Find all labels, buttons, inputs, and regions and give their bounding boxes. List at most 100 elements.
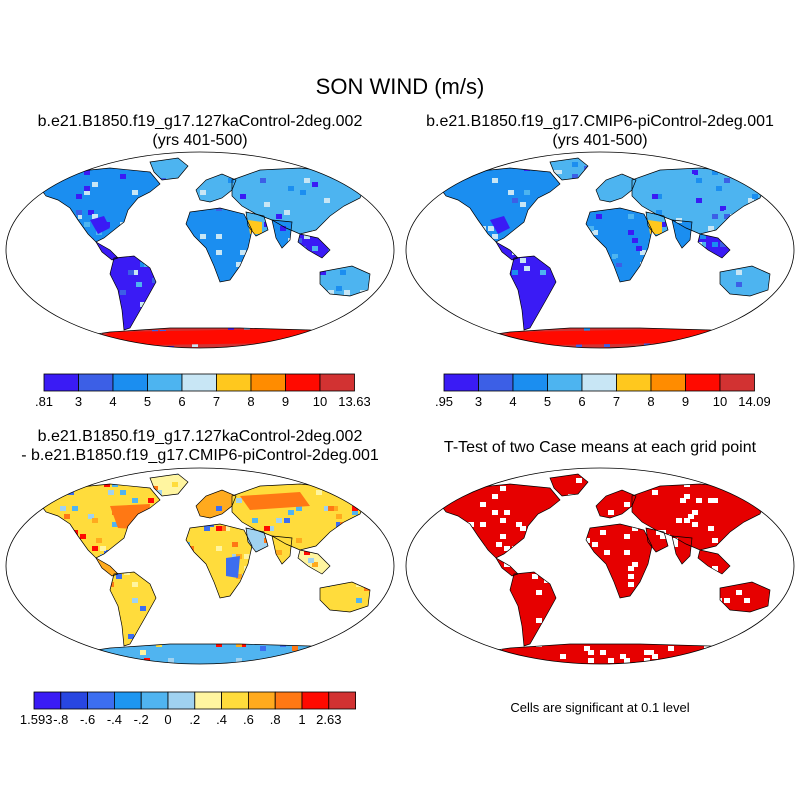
- map-cell: [12, 330, 18, 335]
- map-cell: [720, 242, 726, 247]
- map-cell: [20, 530, 26, 535]
- map-cell: [192, 494, 198, 499]
- map-cell: [32, 222, 38, 227]
- map-cell: [672, 606, 678, 611]
- map-cell: [428, 642, 434, 647]
- map-cell: [692, 558, 698, 563]
- map-cell: [792, 470, 798, 475]
- map-cell: [128, 634, 134, 639]
- map-cell: [76, 662, 82, 664]
- map-cell: [204, 526, 210, 531]
- map-cell: [16, 198, 22, 203]
- map-cell: [732, 570, 738, 575]
- map-cell: [588, 614, 594, 619]
- map-cell: [108, 302, 114, 307]
- map-cell: [16, 570, 22, 575]
- map-cell: [76, 546, 82, 551]
- map-cell: [156, 490, 162, 495]
- map-cell: [84, 170, 90, 175]
- map-cell: [64, 514, 70, 519]
- colorbar-label: 5: [544, 394, 551, 409]
- colorbar-label: 4: [109, 394, 116, 409]
- map-cell: [492, 178, 498, 183]
- map-cell: [60, 278, 66, 283]
- map-cell: [84, 222, 90, 227]
- map-cell: [292, 314, 298, 319]
- map-cell: [504, 322, 510, 327]
- panel-1-title-line2: (yrs 401-500): [152, 132, 248, 149]
- map-cell: [224, 158, 230, 159]
- map-cell: [440, 474, 442, 475]
- map-cell: [776, 490, 782, 495]
- map-cell: [110, 572, 156, 646]
- map-cell: [740, 330, 746, 335]
- map-cell: [200, 286, 206, 291]
- map-cell: [432, 174, 438, 179]
- map-cell: [376, 538, 382, 543]
- map-cell: [732, 570, 738, 575]
- map-cell: [360, 630, 366, 635]
- map-cell: [280, 642, 286, 647]
- map-cell: [332, 578, 338, 583]
- map-cell: [439, 483, 561, 559]
- map-cell: [384, 266, 390, 271]
- map-cell: [186, 208, 252, 282]
- colorbar-label: 10: [713, 394, 727, 409]
- map-cell: [724, 550, 730, 555]
- map-cell: [200, 234, 206, 239]
- map-cell: [4, 154, 10, 159]
- map-cell: [16, 470, 22, 475]
- map-cell: [476, 182, 482, 187]
- map-cell: [140, 650, 146, 655]
- map-cell: [764, 614, 770, 619]
- map-cell: [792, 634, 798, 639]
- map-cell: [680, 602, 686, 607]
- map-cell: [549, 157, 589, 181]
- map-cell: [348, 206, 354, 211]
- map-cell: [128, 246, 134, 251]
- map-cell: [432, 638, 438, 643]
- map-cell: [608, 202, 614, 207]
- map-cell: [156, 578, 162, 583]
- map-cell: [40, 634, 42, 639]
- map-cell: [168, 538, 174, 543]
- map-cell: [292, 594, 298, 599]
- map-cell: [652, 490, 658, 495]
- map-cell: [572, 174, 578, 179]
- map-cell: [588, 650, 594, 655]
- map-cell: [68, 282, 74, 287]
- colorbar-box: [512, 373, 548, 392]
- map-cell: [364, 534, 370, 539]
- map-cell: [20, 474, 26, 479]
- map-cell: [672, 290, 678, 295]
- map-cell: [128, 234, 134, 239]
- map-cell: [40, 266, 42, 271]
- map-cell: [208, 190, 214, 195]
- map-cell: [440, 526, 446, 531]
- map-cell: [108, 282, 114, 287]
- map-cell: [596, 214, 602, 219]
- map-cell: [296, 538, 302, 543]
- map-cell: [184, 262, 190, 267]
- map-cell: [644, 294, 650, 299]
- map-cell: [712, 538, 718, 543]
- map-cell: [452, 270, 458, 275]
- map-cell: [180, 514, 186, 519]
- map-cell: [40, 226, 46, 231]
- map-cell: [472, 570, 478, 575]
- map-cell: [440, 554, 446, 559]
- map-cell: [4, 654, 10, 659]
- colorbar-box: [43, 373, 79, 392]
- map-cell: [384, 498, 390, 503]
- map-cell: [604, 550, 610, 555]
- map-cell: [404, 190, 410, 195]
- map-cell: [140, 262, 146, 267]
- map-cell: [72, 506, 78, 511]
- map-cell: [12, 582, 18, 587]
- map-cell: [84, 186, 90, 191]
- map-cell: [64, 278, 70, 283]
- map-cell: [316, 626, 322, 631]
- map-cell: [372, 194, 378, 199]
- colorbar-box: [221, 691, 249, 710]
- map-cell: [416, 238, 422, 243]
